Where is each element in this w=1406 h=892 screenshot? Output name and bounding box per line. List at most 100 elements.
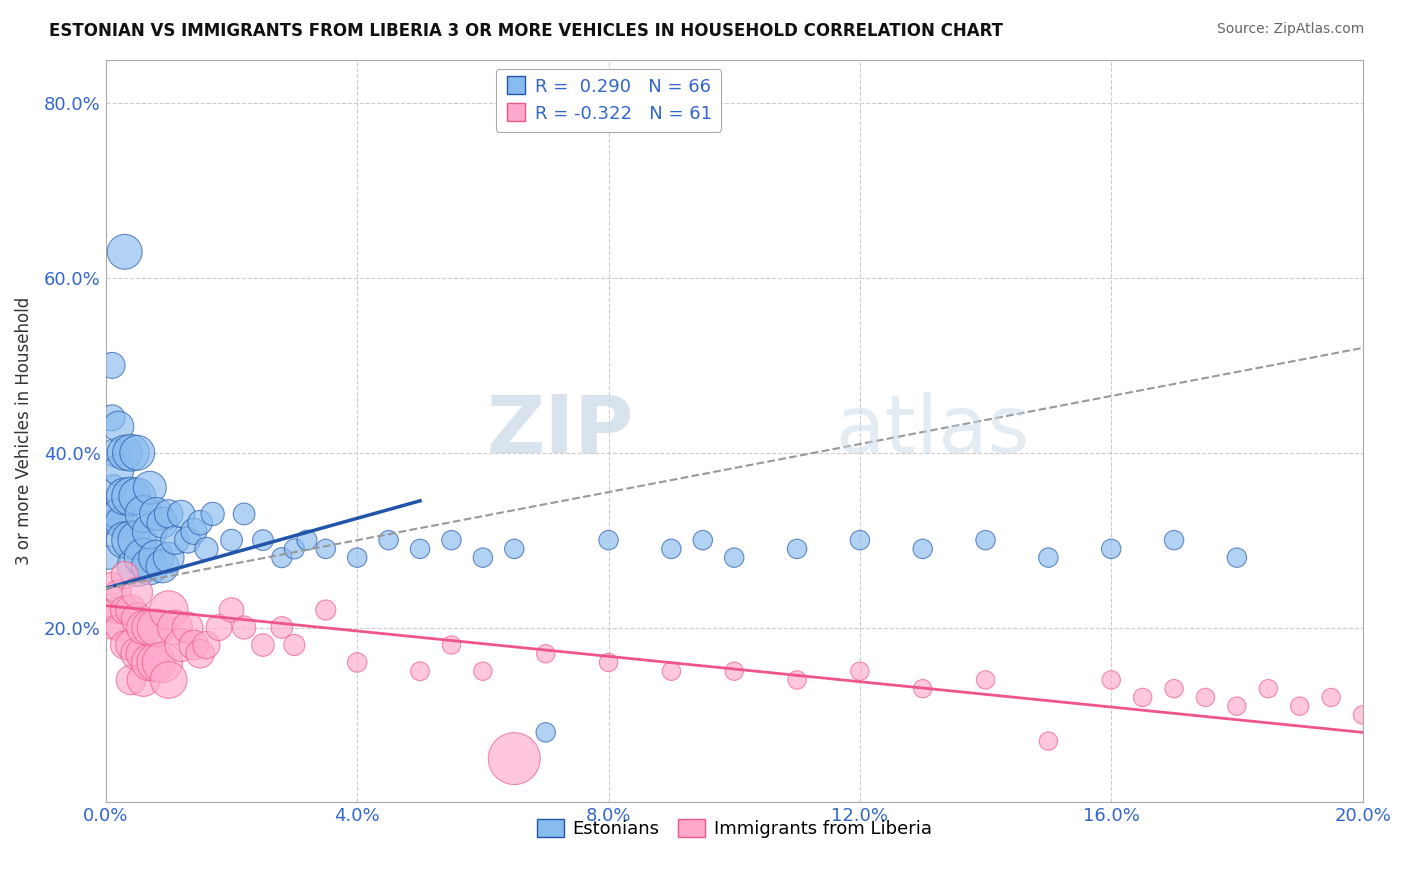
Point bbox=[152, 516, 174, 530]
Point bbox=[176, 621, 198, 635]
Point bbox=[114, 244, 136, 259]
Point bbox=[409, 664, 432, 678]
Point bbox=[534, 647, 557, 661]
Point bbox=[1320, 690, 1343, 705]
Point bbox=[1099, 673, 1122, 687]
Point bbox=[114, 446, 136, 460]
Point bbox=[1288, 699, 1310, 714]
Point bbox=[114, 490, 136, 504]
Point bbox=[598, 656, 620, 670]
Point bbox=[145, 621, 167, 635]
Point bbox=[1226, 550, 1249, 565]
Point bbox=[849, 533, 872, 548]
Point bbox=[104, 507, 127, 521]
Point bbox=[283, 638, 305, 652]
Point bbox=[176, 533, 198, 548]
Point bbox=[208, 621, 231, 635]
Point bbox=[409, 541, 432, 556]
Point bbox=[188, 516, 211, 530]
Point bbox=[101, 577, 124, 591]
Point bbox=[471, 664, 494, 678]
Point bbox=[120, 603, 142, 617]
Point bbox=[100, 516, 122, 530]
Point bbox=[295, 533, 318, 548]
Point bbox=[534, 725, 557, 739]
Point bbox=[283, 541, 305, 556]
Point bbox=[152, 656, 174, 670]
Point bbox=[786, 673, 808, 687]
Point bbox=[132, 507, 155, 521]
Point bbox=[139, 559, 162, 574]
Point bbox=[1226, 699, 1249, 714]
Point bbox=[114, 533, 136, 548]
Point bbox=[315, 541, 337, 556]
Point bbox=[1038, 550, 1060, 565]
Point bbox=[120, 533, 142, 548]
Point bbox=[110, 516, 132, 530]
Point bbox=[692, 533, 714, 548]
Point bbox=[270, 621, 292, 635]
Point bbox=[188, 647, 211, 661]
Point bbox=[661, 541, 683, 556]
Point bbox=[503, 541, 526, 556]
Point bbox=[132, 647, 155, 661]
Text: ZIP: ZIP bbox=[486, 392, 634, 470]
Point bbox=[120, 638, 142, 652]
Point bbox=[440, 533, 463, 548]
Point bbox=[132, 550, 155, 565]
Point bbox=[120, 490, 142, 504]
Point bbox=[114, 603, 136, 617]
Point bbox=[195, 541, 218, 556]
Point bbox=[98, 550, 121, 565]
Point bbox=[127, 446, 149, 460]
Point bbox=[974, 533, 997, 548]
Legend: Estonians, Immigrants from Liberia: Estonians, Immigrants from Liberia bbox=[529, 812, 939, 846]
Point bbox=[127, 612, 149, 626]
Point bbox=[127, 585, 149, 599]
Point bbox=[1163, 533, 1185, 548]
Point bbox=[1038, 734, 1060, 748]
Point bbox=[152, 559, 174, 574]
Point bbox=[145, 656, 167, 670]
Point bbox=[103, 481, 125, 495]
Point bbox=[661, 664, 683, 678]
Point bbox=[598, 533, 620, 548]
Point bbox=[98, 603, 121, 617]
Point bbox=[127, 647, 149, 661]
Point bbox=[233, 507, 256, 521]
Point bbox=[107, 419, 129, 434]
Point bbox=[107, 463, 129, 477]
Point bbox=[1163, 681, 1185, 696]
Point bbox=[183, 638, 205, 652]
Point bbox=[157, 673, 180, 687]
Point bbox=[132, 673, 155, 687]
Point bbox=[195, 638, 218, 652]
Point bbox=[346, 550, 368, 565]
Point bbox=[1194, 690, 1216, 705]
Point bbox=[101, 410, 124, 425]
Point bbox=[145, 507, 167, 521]
Point bbox=[145, 550, 167, 565]
Text: atlas: atlas bbox=[835, 392, 1029, 470]
Point bbox=[163, 621, 186, 635]
Point bbox=[315, 603, 337, 617]
Point bbox=[1132, 690, 1154, 705]
Point bbox=[104, 603, 127, 617]
Y-axis label: 3 or more Vehicles in Household: 3 or more Vehicles in Household bbox=[15, 297, 32, 565]
Point bbox=[786, 541, 808, 556]
Point bbox=[139, 621, 162, 635]
Point bbox=[107, 585, 129, 599]
Point bbox=[139, 481, 162, 495]
Point bbox=[377, 533, 399, 548]
Point bbox=[471, 550, 494, 565]
Text: Source: ZipAtlas.com: Source: ZipAtlas.com bbox=[1216, 22, 1364, 37]
Point bbox=[201, 507, 224, 521]
Point bbox=[233, 621, 256, 635]
Point bbox=[346, 656, 368, 670]
Point bbox=[157, 603, 180, 617]
Point bbox=[503, 751, 526, 765]
Point bbox=[723, 550, 745, 565]
Text: ESTONIAN VS IMMIGRANTS FROM LIBERIA 3 OR MORE VEHICLES IN HOUSEHOLD CORRELATION : ESTONIAN VS IMMIGRANTS FROM LIBERIA 3 OR… bbox=[49, 22, 1004, 40]
Point bbox=[163, 533, 186, 548]
Point bbox=[101, 621, 124, 635]
